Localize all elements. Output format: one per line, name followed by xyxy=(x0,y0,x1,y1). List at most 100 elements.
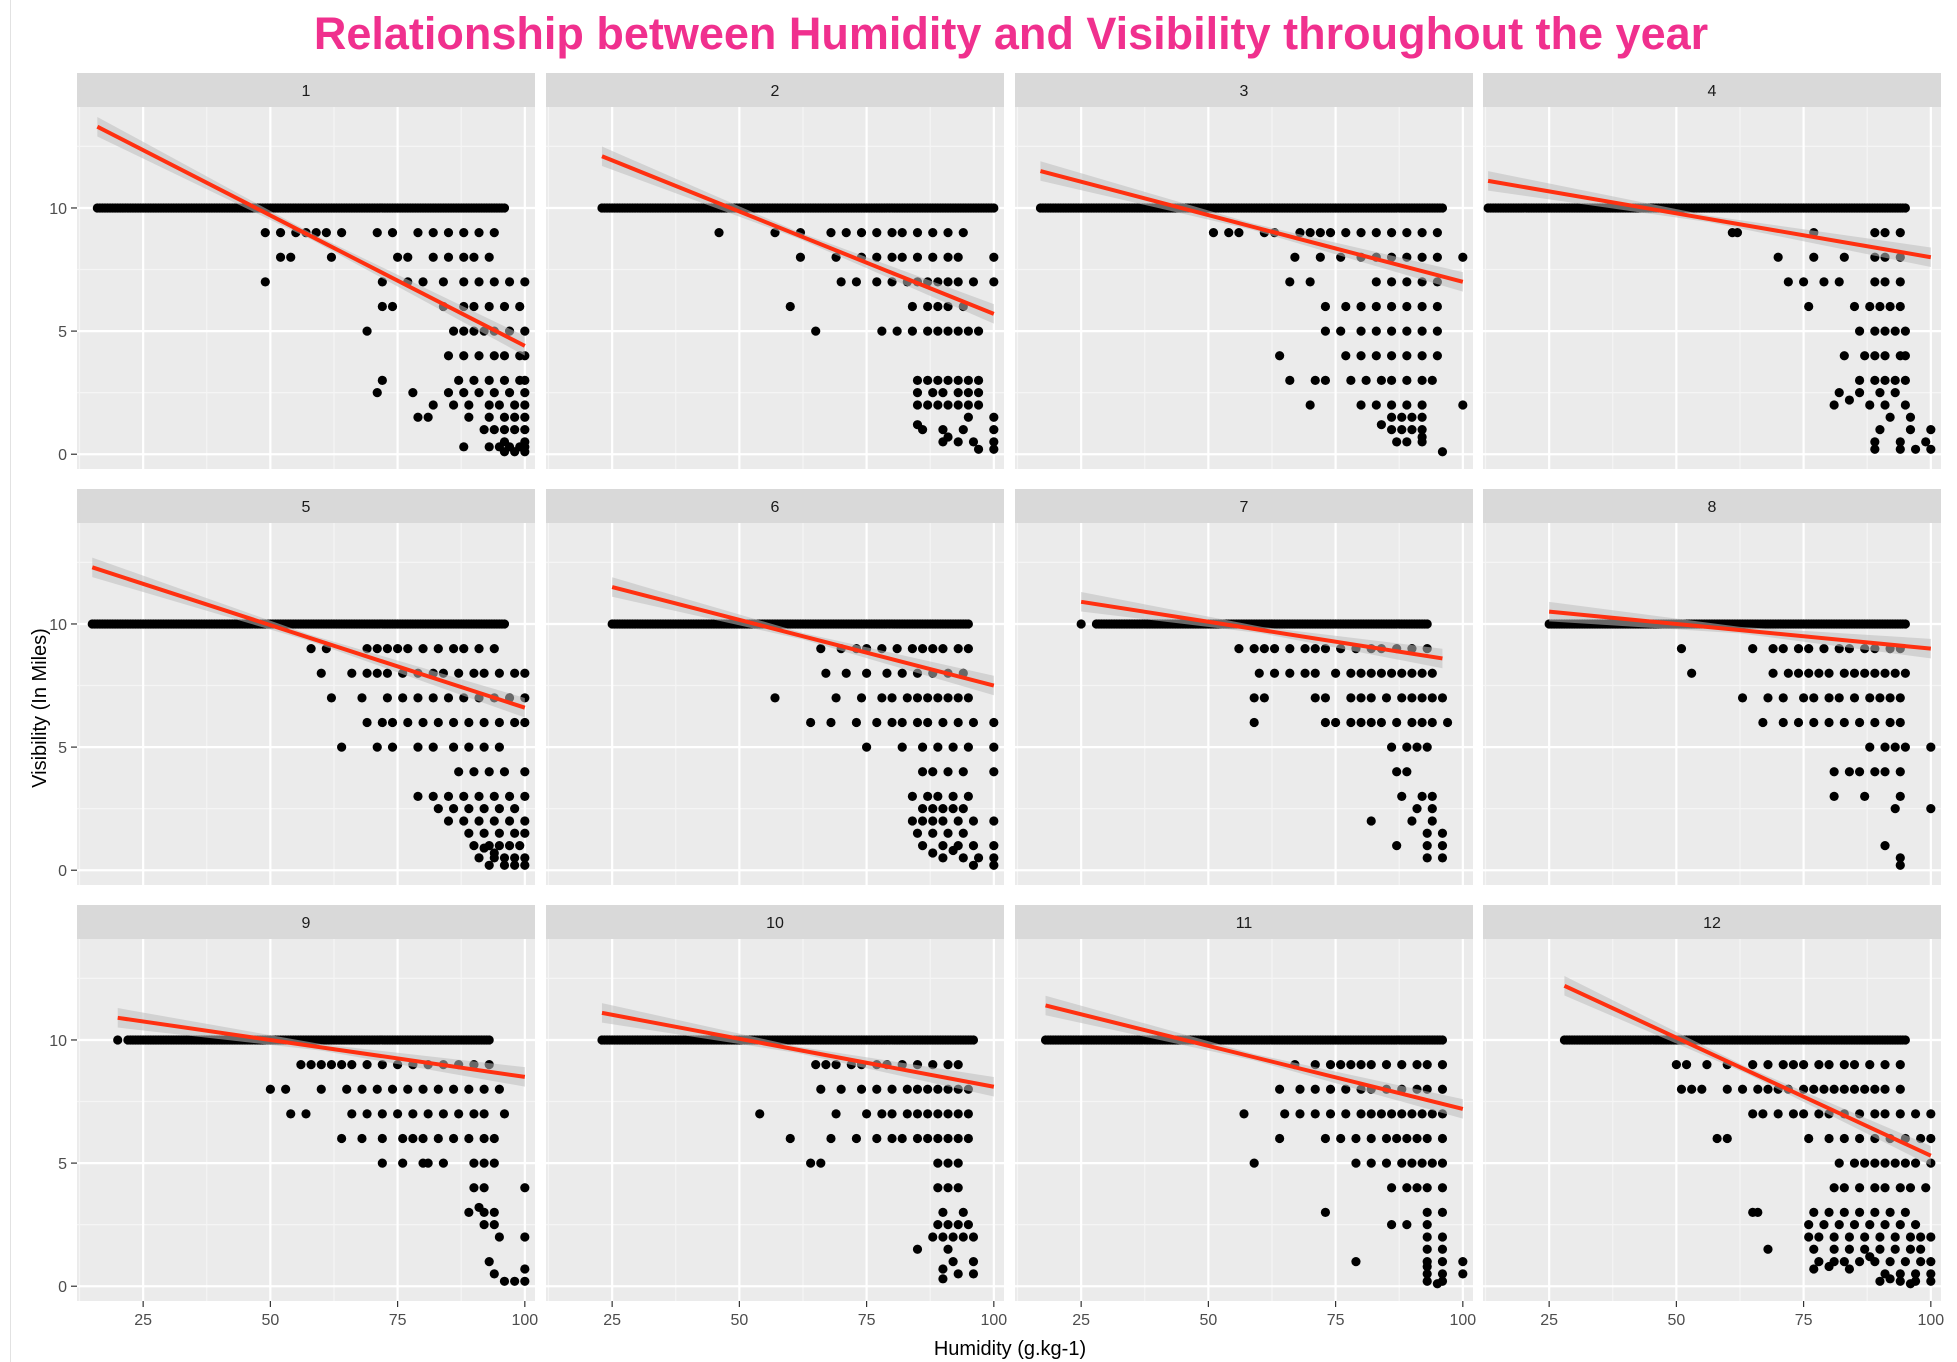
data-point xyxy=(1875,1232,1885,1242)
data-point xyxy=(489,351,499,361)
data-point xyxy=(474,791,484,801)
data-point xyxy=(912,400,923,410)
data-point xyxy=(1778,1059,1788,1070)
data-point xyxy=(1870,375,1880,385)
data-point xyxy=(1905,424,1916,435)
data-point xyxy=(403,1084,413,1094)
data-point xyxy=(1386,424,1397,435)
data-point xyxy=(887,227,897,238)
data-point xyxy=(989,742,999,752)
data-point xyxy=(1880,1084,1890,1094)
data-point xyxy=(851,717,862,728)
data-point xyxy=(499,447,510,457)
facet-strip xyxy=(77,905,535,939)
data-point xyxy=(877,326,887,336)
data-point xyxy=(928,848,938,858)
facet-strip xyxy=(546,905,1004,939)
data-point xyxy=(1829,767,1839,777)
data-point xyxy=(1804,1133,1814,1144)
data-point xyxy=(515,840,525,851)
data-point xyxy=(372,1084,382,1094)
data-point xyxy=(816,1158,826,1168)
data-point xyxy=(393,252,403,262)
data-point xyxy=(1285,668,1295,678)
data-point xyxy=(403,717,413,728)
y-tick-label: 5 xyxy=(58,740,67,757)
data-point xyxy=(912,420,923,430)
data-point xyxy=(413,227,423,238)
data-point xyxy=(811,326,821,336)
data-point xyxy=(1829,1244,1839,1254)
data-point xyxy=(484,767,494,777)
data-point xyxy=(413,791,423,801)
data-point xyxy=(1895,1059,1905,1070)
data-point xyxy=(1870,717,1880,728)
data-point xyxy=(953,1059,963,1070)
data-point xyxy=(1300,668,1310,678)
data-point xyxy=(433,1133,443,1144)
data-point xyxy=(1829,791,1839,801)
data-point xyxy=(1397,1109,1407,1119)
data-point xyxy=(887,1084,897,1094)
data-point xyxy=(489,816,499,826)
x-tick-label: 100 xyxy=(1449,1312,1476,1329)
data-point xyxy=(459,816,469,826)
data-point xyxy=(474,816,484,826)
data-point xyxy=(1417,1158,1427,1168)
data-point xyxy=(1737,693,1748,703)
data-point xyxy=(1437,203,1448,213)
data-point xyxy=(1809,1084,1819,1094)
data-point xyxy=(520,1183,530,1193)
data-point xyxy=(989,860,999,870)
data-point xyxy=(1809,1207,1819,1217)
data-point xyxy=(1366,816,1376,826)
data-point xyxy=(933,1133,943,1144)
data-point xyxy=(1269,643,1280,654)
data-point xyxy=(1412,1183,1422,1193)
data-point xyxy=(1407,412,1417,422)
data-point xyxy=(1427,791,1437,801)
regression-line xyxy=(1563,983,1932,1158)
data-point xyxy=(948,791,958,801)
data-point xyxy=(1386,351,1397,361)
data-point xyxy=(1870,767,1880,777)
data-point xyxy=(499,424,510,435)
data-point xyxy=(1834,277,1844,287)
data-point xyxy=(464,1207,474,1217)
data-point xyxy=(872,277,882,287)
data-point xyxy=(1432,1279,1442,1289)
data-point xyxy=(1880,668,1890,678)
data-point xyxy=(1890,1244,1900,1254)
data-point xyxy=(1681,1059,1692,1070)
data-point xyxy=(1427,816,1437,826)
data-point xyxy=(862,668,872,678)
data-point xyxy=(1870,1183,1880,1193)
data-point xyxy=(938,804,948,814)
data-point xyxy=(1290,252,1300,262)
data-point xyxy=(912,1084,923,1094)
data-point xyxy=(1376,668,1386,678)
data-point xyxy=(1356,1059,1366,1070)
data-point xyxy=(459,643,469,654)
data-point xyxy=(1870,326,1880,336)
data-point xyxy=(438,1158,448,1168)
data-point xyxy=(1895,1269,1905,1279)
data-point xyxy=(474,853,484,863)
data-point xyxy=(1402,375,1412,385)
data-point xyxy=(943,1158,953,1168)
data-point xyxy=(1417,717,1427,728)
data-point xyxy=(469,1158,479,1168)
data-point xyxy=(1356,326,1366,336)
data-point xyxy=(755,1109,765,1119)
data-point xyxy=(1076,619,1086,629)
data-point xyxy=(953,388,963,398)
data-point xyxy=(464,400,474,410)
data-point xyxy=(520,668,530,678)
data-point xyxy=(1844,1264,1854,1274)
data-point xyxy=(943,1183,953,1193)
data-point xyxy=(1427,717,1437,728)
data-point xyxy=(433,1084,443,1094)
x-tick-label: 75 xyxy=(389,1312,407,1329)
data-point xyxy=(1275,1084,1285,1094)
data-point xyxy=(1854,1256,1865,1267)
